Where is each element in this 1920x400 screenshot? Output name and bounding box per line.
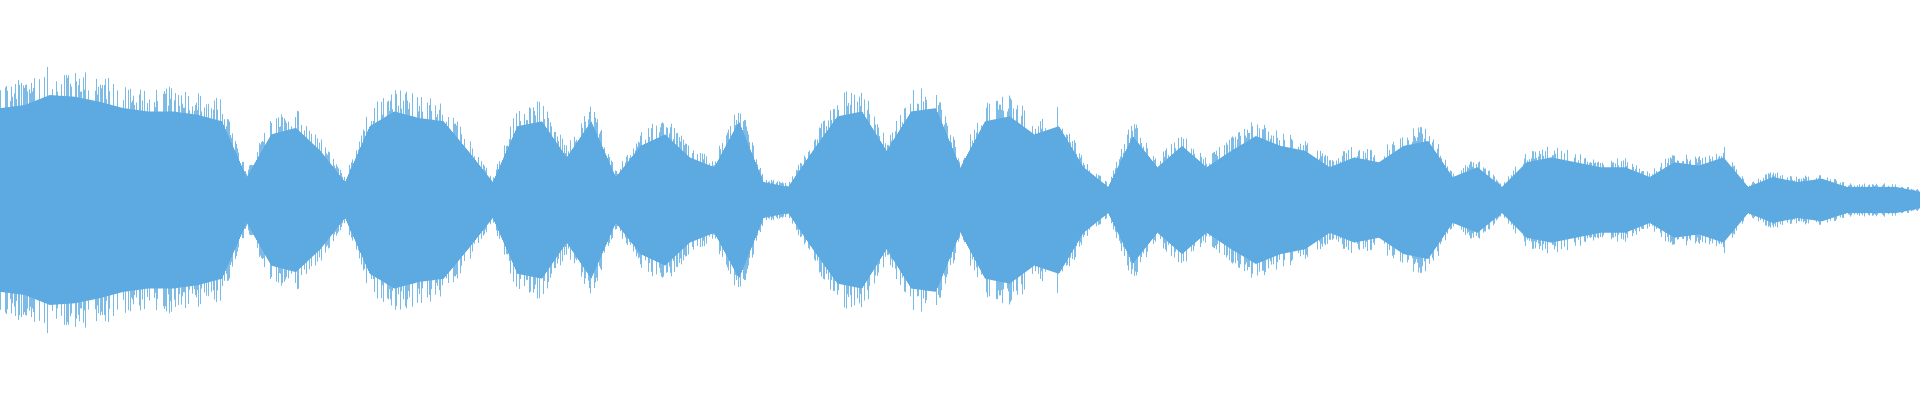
- waveform-peaks: [0, 66, 1919, 334]
